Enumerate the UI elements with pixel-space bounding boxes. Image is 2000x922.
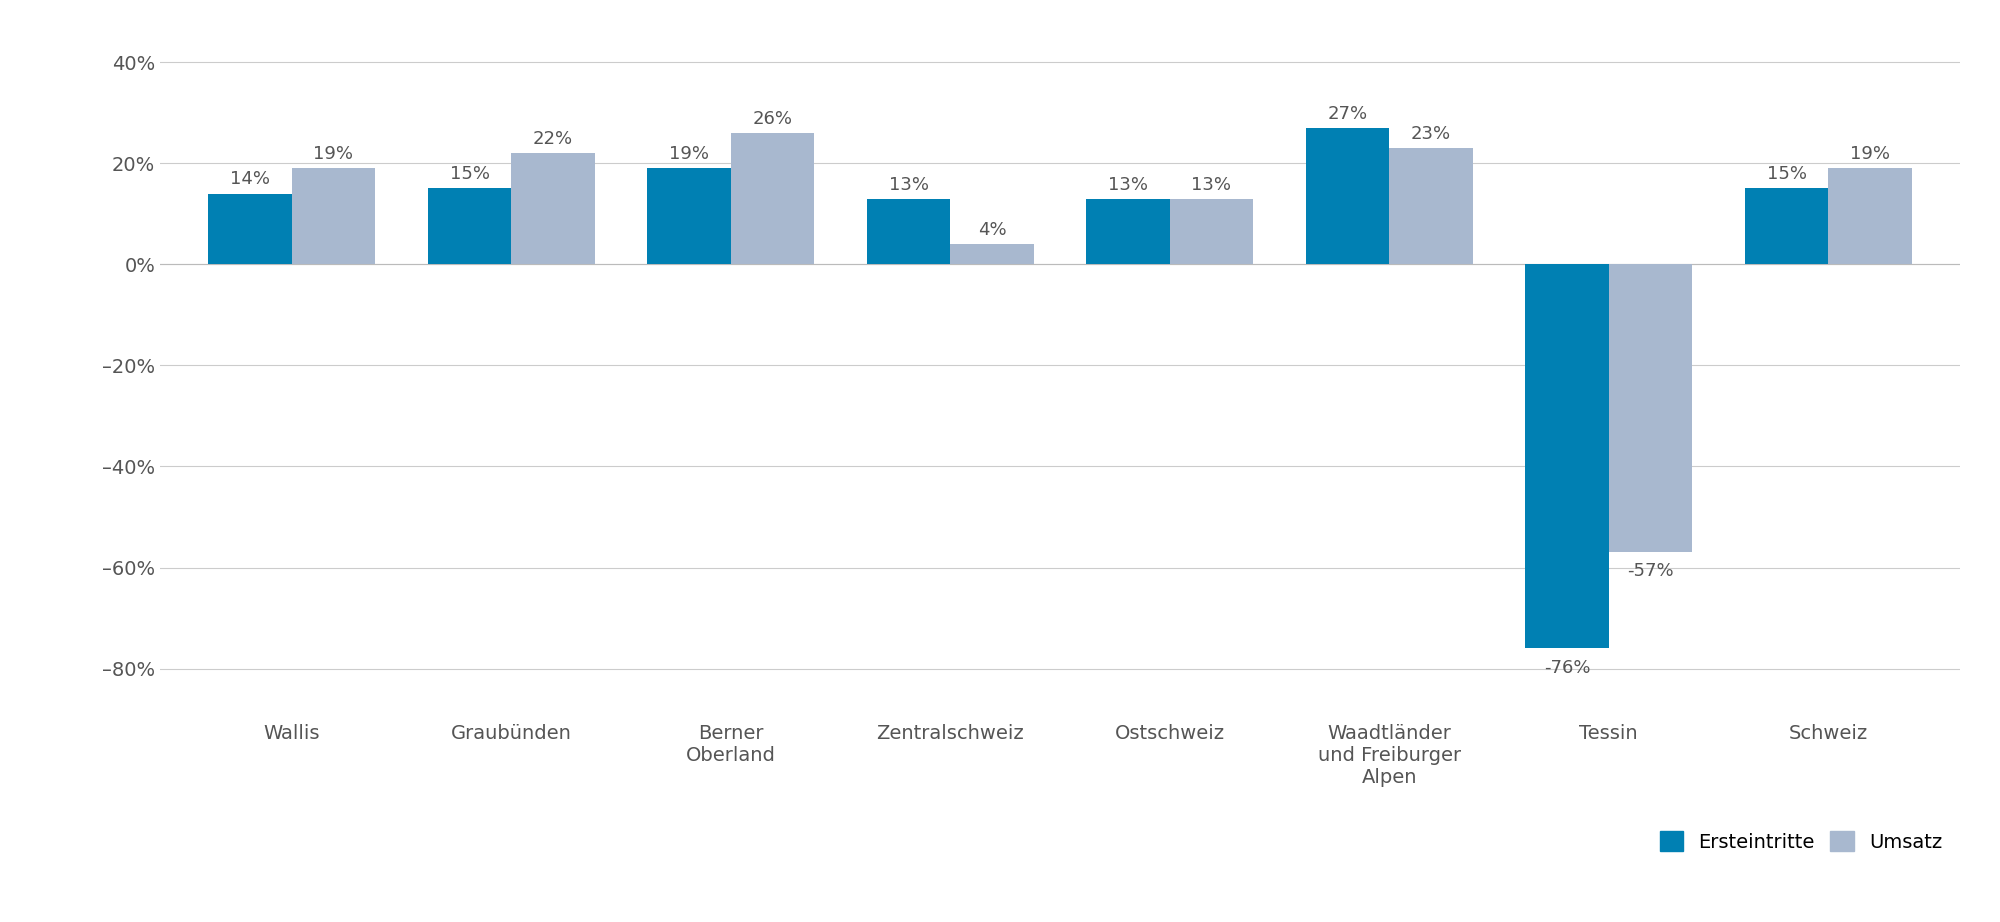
Bar [208,194,292,265]
Text: 26%: 26% [752,110,792,128]
Text: 19%: 19% [314,146,354,163]
Bar [1828,169,1912,265]
Text: 14%: 14% [230,171,270,188]
Text: 19%: 19% [670,146,710,163]
Bar [730,133,814,265]
Bar [1086,198,1170,265]
Bar [1170,198,1254,265]
Text: -57%: -57% [1628,562,1674,581]
Text: 13%: 13% [1108,175,1148,194]
Bar [1390,148,1472,265]
Text: 4%: 4% [978,221,1006,239]
Text: 15%: 15% [1766,165,1806,183]
Bar [292,169,376,265]
Text: 23%: 23% [1410,125,1452,143]
Bar [1306,128,1390,265]
Text: 19%: 19% [1850,146,1890,163]
Text: -76%: -76% [1544,658,1590,677]
Bar [428,188,512,265]
Bar [950,244,1034,265]
Text: 13%: 13% [888,175,928,194]
Legend: Ersteintritte, Umsatz: Ersteintritte, Umsatz [1652,823,1950,859]
Bar [512,153,594,265]
Text: 15%: 15% [450,165,490,183]
Bar [1744,188,1828,265]
Bar [866,198,950,265]
Bar [1526,265,1608,648]
Text: 27%: 27% [1328,105,1368,123]
Bar [648,169,730,265]
Text: 22%: 22% [532,130,572,148]
Text: 13%: 13% [1192,175,1232,194]
Bar [1608,265,1692,552]
